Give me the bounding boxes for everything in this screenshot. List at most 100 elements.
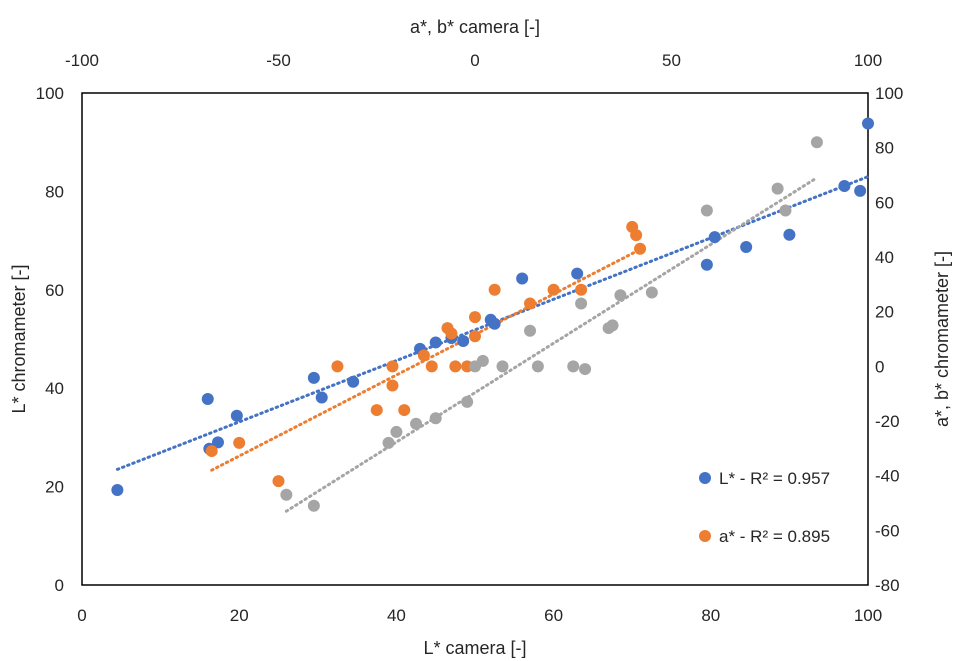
data-point-series-0	[488, 317, 501, 330]
x-tick-label: 0	[77, 606, 86, 625]
y2-tick-label: 100	[875, 84, 903, 103]
y-tick-label: 100	[36, 84, 64, 103]
x-tick-label: 100	[854, 606, 882, 625]
data-point-series-1	[370, 404, 383, 417]
data-point-series-2	[614, 289, 627, 302]
data-point-series-0	[429, 336, 442, 349]
data-point-series-1	[469, 330, 481, 343]
x2-tick-label: -100	[65, 51, 99, 70]
legend-marker-a	[699, 530, 711, 542]
data-point-series-0	[457, 334, 470, 347]
data-point-series-0	[700, 258, 713, 271]
data-point-series-1	[445, 327, 458, 340]
data-point-series-2	[606, 319, 619, 332]
data-point-series-0	[854, 184, 867, 197]
data-point-series-0	[783, 228, 796, 241]
x-axis-title: L* camera [-]	[423, 638, 526, 658]
tick-labels: 0 20 40 60 80 100-100 -50 0 50 100020406080100-80…	[36, 51, 904, 625]
data-point-series-0	[571, 267, 584, 280]
x2-axis-title: a*, b* camera [-]	[410, 17, 540, 37]
legend: L* - R² = 0.957 a* - R² = 0.895	[699, 469, 830, 546]
data-point-series-2	[645, 286, 658, 299]
data-point-series-2	[461, 395, 474, 408]
x-tick-label: 80	[701, 606, 720, 625]
x2-tick-label: -50	[266, 51, 291, 70]
data-point-series-2	[771, 182, 784, 195]
data-point-series-2	[810, 136, 823, 149]
data-point-series-2	[700, 204, 713, 217]
data-point-series-2	[496, 360, 509, 373]
data-point-series-1	[469, 311, 481, 324]
data-point-series-0	[230, 409, 243, 422]
y-tick-label: 80	[45, 182, 64, 201]
data-point-series-1	[386, 360, 399, 373]
y-tick-label: 0	[55, 576, 64, 595]
data-point-series-0	[111, 484, 124, 497]
y2-tick-label: 20	[875, 303, 894, 322]
data-point-series-0	[347, 375, 360, 388]
data-point-series-1	[398, 404, 411, 417]
y2-tick-label: 40	[875, 248, 894, 267]
data-point-series-1	[386, 379, 399, 392]
data-point-series-2	[476, 354, 489, 367]
y2-tick-label: -20	[875, 412, 900, 431]
data-point-series-1	[634, 242, 647, 255]
data-point-series-0	[740, 240, 753, 253]
data-point-series-1	[449, 360, 462, 373]
x-tick-label: 20	[230, 606, 249, 625]
data-point-series-2	[567, 360, 580, 373]
data-point-series-2	[575, 297, 588, 310]
y2-tick-label: 60	[875, 193, 894, 212]
data-point-series-0	[315, 391, 328, 404]
trendlines	[115, 175, 870, 513]
data-point-series-0	[708, 231, 721, 244]
legend-marker-l	[699, 472, 711, 484]
data-point-series-1	[575, 283, 588, 296]
legend-label-a: a* - R² = 0.895	[719, 527, 830, 546]
data-point-series-2	[410, 417, 423, 430]
y2-tick-label: -60	[875, 521, 900, 540]
data-point-series-2	[429, 412, 442, 425]
data-point-series-2	[280, 488, 293, 501]
y2-tick-label: 0	[875, 357, 884, 376]
y-tick-label: 40	[45, 379, 64, 398]
data-point-series-0	[307, 371, 320, 384]
data-point-series-1	[547, 283, 560, 296]
data-point-series-2	[531, 360, 544, 373]
data-point-series-2	[524, 324, 537, 337]
data-point-series-0	[201, 393, 214, 406]
data-point-series-2	[390, 425, 403, 438]
y-tick-label: 60	[45, 281, 64, 300]
x2-tick-label: 50	[662, 51, 681, 70]
y2-axis-title: a*, b* chromameter [-]	[932, 251, 952, 427]
data-point-series-0	[211, 436, 224, 449]
data-point-series-1	[417, 349, 430, 362]
y2-tick-label: -40	[875, 467, 900, 486]
y2-tick-label: -80	[875, 576, 900, 595]
data-point-series-1	[425, 360, 438, 373]
legend-label-l: L* - R² = 0.957	[719, 469, 830, 488]
data-point-series-0	[862, 117, 874, 130]
data-point-series-1	[233, 436, 246, 449]
data-point-series-0	[838, 179, 851, 192]
data-point-series-1	[272, 475, 285, 488]
x2-tick-label: 100	[854, 51, 882, 70]
x2-tick-label: 0	[470, 51, 479, 70]
trendline-series-2	[284, 176, 819, 513]
data-point-series-2	[579, 363, 592, 376]
data-point-series-2	[307, 499, 320, 512]
data-point-series-0	[516, 272, 529, 285]
data-point-series-1	[524, 297, 537, 310]
data-point-series-2	[382, 436, 395, 449]
data-point-series-2	[779, 204, 792, 217]
data-points	[111, 117, 874, 512]
data-point-series-1	[331, 360, 344, 373]
plot-area	[81, 92, 869, 586]
y2-tick-label: 80	[875, 139, 894, 158]
x-tick-label: 60	[544, 606, 563, 625]
y-axis-title: L* chromameter [-]	[9, 264, 29, 413]
data-point-series-1	[630, 229, 643, 242]
x-tick-label: 40	[387, 606, 406, 625]
data-point-series-1	[488, 283, 501, 296]
